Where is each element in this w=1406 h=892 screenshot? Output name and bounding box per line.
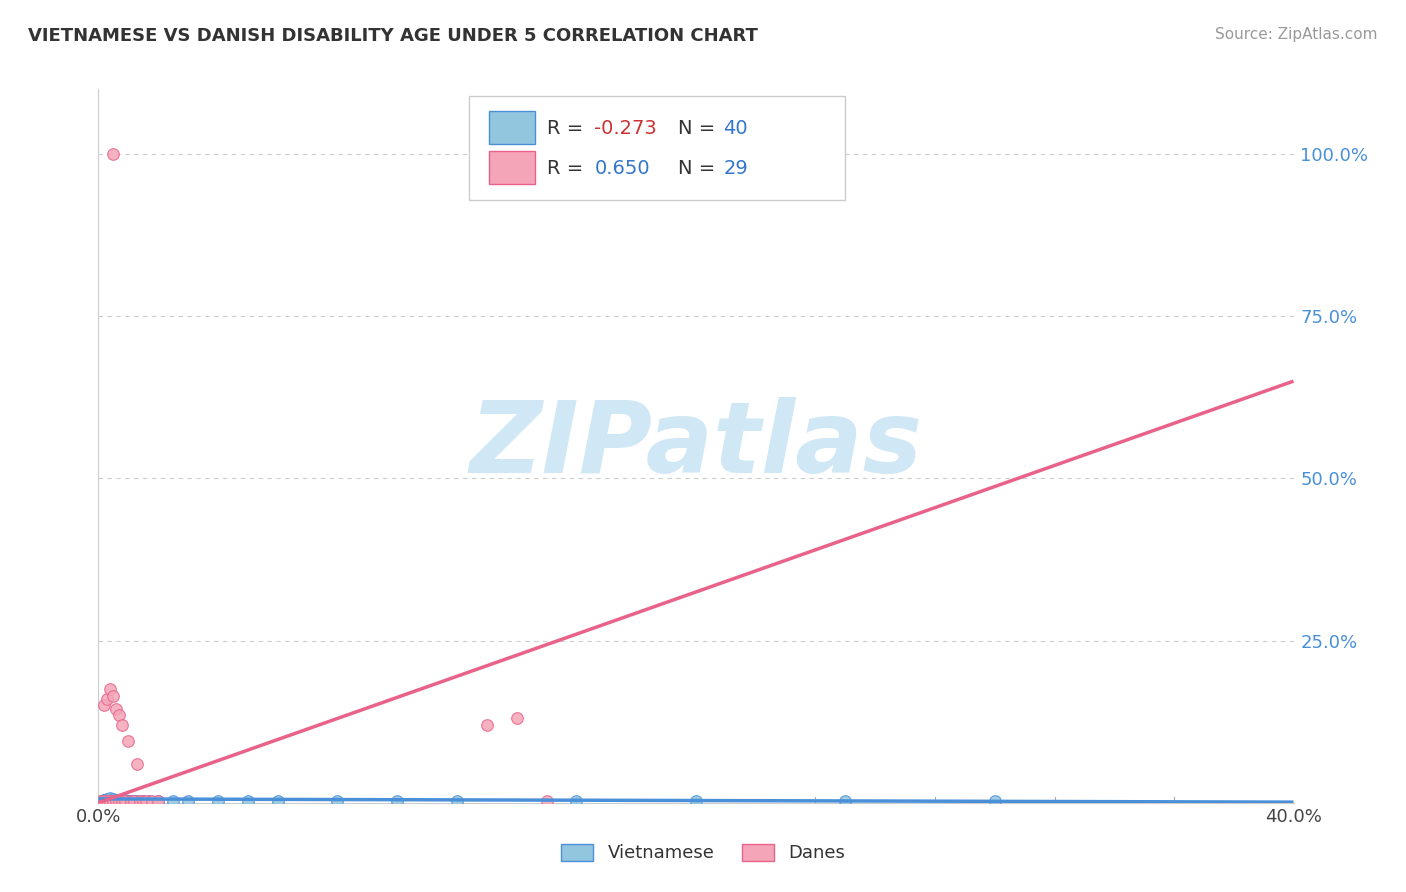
- Point: [326, 794, 349, 808]
- Point: [236, 794, 259, 808]
- Text: N =: N =: [678, 159, 721, 178]
- Point: [132, 794, 155, 808]
- Point: [117, 734, 139, 748]
- Point: [105, 794, 128, 808]
- FancyBboxPatch shape: [470, 96, 845, 200]
- Point: [105, 792, 128, 806]
- Point: [141, 794, 163, 808]
- Point: [120, 794, 142, 808]
- Point: [100, 794, 122, 808]
- Point: [127, 794, 149, 808]
- Text: 0.650: 0.650: [595, 159, 650, 178]
- Point: [111, 792, 134, 806]
- Point: [103, 793, 125, 807]
- Text: ZIPatlas: ZIPatlas: [470, 398, 922, 494]
- Point: [114, 793, 136, 807]
- Point: [108, 708, 131, 723]
- Text: R =: R =: [547, 159, 589, 178]
- Text: VIETNAMESE VS DANISH DISABILITY AGE UNDER 5 CORRELATION CHART: VIETNAMESE VS DANISH DISABILITY AGE UNDE…: [28, 27, 758, 45]
- Point: [162, 794, 184, 808]
- Point: [103, 794, 125, 808]
- Point: [93, 792, 115, 806]
- Text: 40: 40: [724, 119, 748, 138]
- Legend: Vietnamese, Danes: Vietnamese, Danes: [554, 837, 852, 870]
- Point: [177, 794, 200, 808]
- Text: -0.273: -0.273: [595, 119, 657, 138]
- Point: [96, 692, 118, 706]
- Point: [96, 793, 118, 807]
- Point: [90, 794, 112, 808]
- Point: [536, 794, 558, 808]
- Point: [475, 718, 498, 732]
- Point: [114, 794, 136, 808]
- Point: [108, 794, 131, 808]
- Point: [207, 794, 229, 808]
- Point: [103, 794, 125, 808]
- Point: [103, 792, 125, 806]
- Point: [105, 793, 128, 807]
- Point: [100, 792, 122, 806]
- Point: [834, 794, 856, 808]
- Point: [506, 711, 529, 725]
- Point: [105, 794, 128, 808]
- Point: [100, 791, 122, 805]
- Point: [90, 794, 112, 808]
- Point: [105, 702, 128, 716]
- Point: [132, 794, 155, 808]
- Point: [111, 718, 134, 732]
- Point: [148, 794, 170, 808]
- Point: [138, 794, 160, 808]
- Point: [124, 794, 146, 808]
- Text: Source: ZipAtlas.com: Source: ZipAtlas.com: [1215, 27, 1378, 42]
- Point: [565, 794, 588, 808]
- Point: [111, 794, 134, 808]
- Point: [93, 794, 115, 808]
- Point: [120, 794, 142, 808]
- Point: [108, 794, 131, 808]
- Point: [135, 794, 157, 808]
- Text: N =: N =: [678, 119, 721, 138]
- Point: [103, 689, 125, 703]
- Point: [100, 794, 122, 808]
- Point: [103, 147, 125, 161]
- FancyBboxPatch shape: [489, 152, 534, 184]
- Point: [93, 793, 115, 807]
- Point: [108, 793, 131, 807]
- Text: 29: 29: [724, 159, 748, 178]
- Text: R =: R =: [547, 119, 589, 138]
- Point: [148, 794, 170, 808]
- Point: [96, 792, 118, 806]
- Point: [685, 794, 707, 808]
- Point: [267, 794, 290, 808]
- Point: [129, 794, 152, 808]
- Point: [111, 794, 134, 808]
- Point: [114, 794, 136, 808]
- Point: [124, 794, 146, 808]
- Point: [117, 794, 139, 808]
- FancyBboxPatch shape: [489, 112, 534, 145]
- Point: [385, 794, 409, 808]
- Point: [127, 756, 149, 771]
- Point: [984, 794, 1007, 808]
- Point: [96, 794, 118, 808]
- Point: [93, 698, 115, 713]
- Point: [446, 794, 468, 808]
- Point: [96, 794, 118, 808]
- Point: [100, 682, 122, 697]
